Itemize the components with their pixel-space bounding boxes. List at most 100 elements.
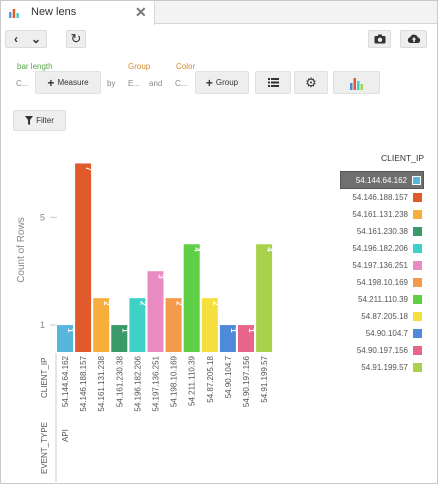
legend-item[interactable]: 54.146.188.157: [340, 189, 424, 206]
list-view-button[interactable]: [255, 71, 291, 94]
legend-swatch: [413, 244, 422, 253]
bar-length-label: bar length: [17, 62, 53, 71]
legend-item[interactable]: 54.144.64.162: [340, 171, 424, 189]
bar[interactable]: [165, 298, 182, 352]
legend-item[interactable]: 54.161.230.38: [340, 223, 424, 240]
settings-button[interactable]: ⚙: [294, 71, 328, 94]
cloud-upload-icon: [407, 34, 420, 43]
legend-item[interactable]: 54.211.110.39: [340, 291, 424, 308]
legend-item[interactable]: 54.91.199.57: [340, 359, 424, 376]
bar-length-value[interactable]: C...: [16, 79, 29, 88]
and-label: and: [149, 79, 163, 88]
chart-type-button[interactable]: [333, 71, 380, 94]
legend-item-label: 54.211.110.39: [358, 295, 408, 304]
filter-button[interactable]: Filter: [13, 110, 66, 131]
legend-swatch: [413, 295, 422, 304]
measure-button[interactable]: + Measure: [35, 71, 101, 94]
camera-icon: [374, 34, 385, 44]
y-axis: 15: [40, 212, 45, 330]
color-value[interactable]: C...: [175, 79, 188, 88]
gridlines: [50, 216, 57, 326]
by-value[interactable]: E...: [128, 79, 141, 88]
legend-swatch: [413, 278, 422, 287]
bar-value-label: 4: [193, 247, 202, 252]
x-axis-labels: 54.144.64.162 54.146.188.157 54.161.131.23…: [61, 355, 269, 411]
legend-item[interactable]: 54.90.197.156: [340, 342, 424, 359]
x-tick-label: 54.197.136.251: [152, 355, 161, 411]
legend-item[interactable]: 54.161.131.238: [340, 206, 424, 223]
chevron-left-icon[interactable]: ‹: [14, 32, 18, 46]
y-tick-label: 5: [40, 212, 45, 222]
legend-item-label: 54.146.188.157: [352, 193, 408, 202]
snapshot-button[interactable]: [368, 30, 391, 48]
bar-chart-icon: [9, 9, 19, 18]
bar[interactable]: [201, 298, 218, 352]
group-label: Group: [128, 62, 151, 71]
bar[interactable]: [147, 271, 164, 352]
refresh-button[interactable]: ↻: [66, 30, 86, 48]
legend-swatch: [413, 329, 422, 338]
bar[interactable]: [238, 325, 254, 352]
x-tick-label: 54.87.205.18: [206, 355, 215, 402]
bar-value-label: 3: [157, 274, 166, 279]
legend-swatch: [413, 363, 422, 372]
legend-item-label: 54.196.182.206: [352, 244, 408, 253]
list-icon: [267, 78, 279, 87]
close-icon[interactable]: ✕: [135, 4, 147, 20]
legend-swatch: [413, 261, 422, 270]
bar[interactable]: [75, 163, 92, 352]
bar-value-label: 2: [138, 301, 147, 306]
gear-icon: ⚙: [305, 74, 317, 90]
x-tick-label: 54.146.188.157: [79, 355, 88, 411]
legend: 54.144.64.162 54.146.188.157 54.161.131.23…: [340, 171, 424, 376]
x-tick-label: 54.211.110.39: [188, 355, 197, 406]
x-tick-label: 54.161.230.38: [115, 355, 124, 407]
legend-item[interactable]: 54.198.10.169: [340, 274, 424, 291]
y-axis-title: Count of Rows: [16, 217, 27, 283]
bar[interactable]: [129, 298, 146, 352]
x-tick-label: 54.90.197.156: [242, 355, 251, 407]
by-label: by: [107, 79, 116, 88]
legend-swatch: [413, 210, 422, 219]
legend-item-label: 54.87.205.18: [361, 312, 408, 321]
bar[interactable]: [219, 325, 236, 352]
bar[interactable]: [93, 298, 110, 352]
x-tick-label: 54.161.131.238: [97, 355, 106, 411]
chevron-down-icon[interactable]: ⌄: [30, 32, 42, 46]
bar-value-label: 1: [247, 328, 256, 333]
dimension-label-client-ip: CLIENT_IP: [40, 358, 49, 398]
bar-value-label: 2: [175, 301, 184, 306]
legend-swatch: [413, 193, 422, 202]
bar-value-label: 1: [66, 328, 75, 333]
bar-value-label: 1: [229, 328, 238, 333]
bar[interactable]: [57, 325, 73, 352]
chart-type-icon: [349, 77, 363, 90]
legend-item-label: 54.161.230.38: [356, 227, 408, 236]
event-type-value: API: [61, 429, 70, 442]
bar-value-label: 2: [211, 301, 220, 306]
bar[interactable]: [256, 244, 273, 352]
x-tick-label: 54.198.10.169: [170, 355, 179, 407]
bar[interactable]: [111, 325, 128, 352]
legend-item[interactable]: 54.197.136.251: [340, 257, 424, 274]
legend-swatch: [413, 312, 422, 321]
plus-icon: +: [47, 75, 55, 90]
plus-icon: +: [205, 75, 213, 90]
add-group-button[interactable]: + Group: [195, 71, 249, 94]
legend-item[interactable]: 54.90.104.7: [340, 325, 424, 342]
bar[interactable]: [183, 244, 200, 352]
bar-value-label: 1: [120, 328, 129, 333]
legend-item-label: 54.91.199.57: [361, 363, 408, 372]
tab-title: New lens: [31, 6, 77, 18]
history-nav: ‹ ⌄: [5, 30, 47, 48]
bar-value-label: 4: [265, 247, 274, 252]
legend-item[interactable]: 54.87.205.18: [340, 308, 424, 325]
legend-item-label: 54.90.197.156: [356, 346, 408, 355]
group-button-label: Group: [215, 78, 239, 87]
upload-button[interactable]: [400, 30, 427, 48]
x-tick-label: 54.196.182.206: [133, 355, 142, 411]
legend-item[interactable]: 54.196.182.206: [340, 240, 424, 257]
tab-new-lens[interactable]: New lens ✕: [1, 1, 155, 25]
measure-button-label: Measure: [57, 78, 89, 87]
bars: 1 7 2 1 2 3 2 4 2 1 1 4: [57, 163, 274, 352]
